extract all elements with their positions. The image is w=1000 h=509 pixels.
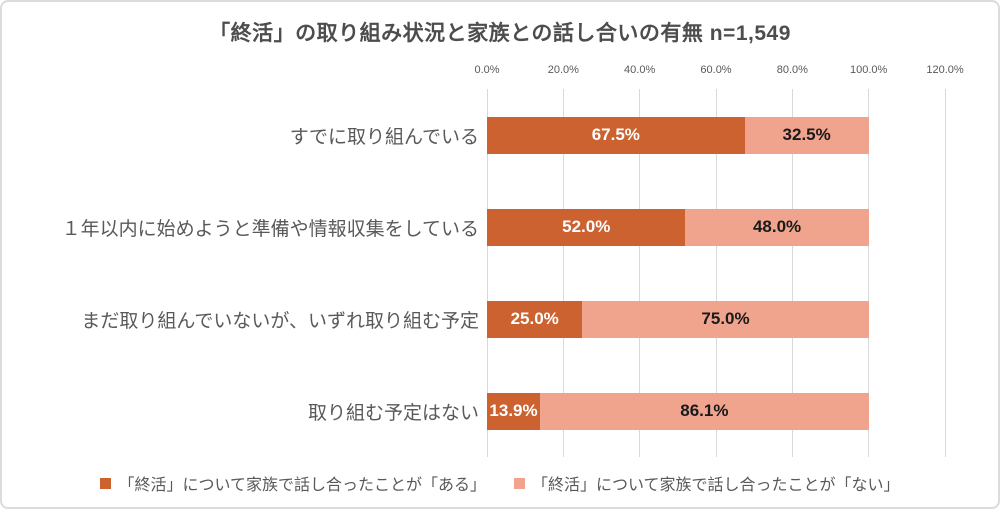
gridline xyxy=(562,89,564,457)
value-label: 13.9% xyxy=(489,401,538,420)
bar-segment: 75.0% xyxy=(582,300,869,338)
value-label: 25.0% xyxy=(510,309,559,328)
x-axis-tick: 0.0% xyxy=(474,64,500,76)
legend-label: 「終活」について家族で話し合ったことが「ない」 xyxy=(532,477,900,494)
category-label: すでに取り組んでいる xyxy=(289,126,479,148)
bar-segment: 86.1% xyxy=(540,392,869,430)
value-label: 67.5% xyxy=(591,125,640,144)
gridline xyxy=(639,89,641,457)
bar-segment: 52.0% xyxy=(487,208,686,246)
x-axis-tick: 60.0% xyxy=(700,64,732,76)
bar-segment: 25.0% xyxy=(487,300,583,338)
bar-segment: 13.9% xyxy=(487,392,541,430)
gridline xyxy=(868,89,870,457)
gridline xyxy=(791,89,793,457)
bar-segment: 67.5% xyxy=(487,116,745,154)
x-axis-tick: 80.0% xyxy=(776,64,808,76)
legend-item: 「終活」について家族で話し合ったことが「ない」 xyxy=(514,471,900,495)
plot-area xyxy=(486,89,946,457)
legend-label: 「終活」について家族で話し合ったことが「ある」 xyxy=(118,477,486,494)
category-label: １年以内に始めようと準備や情報収集をしている xyxy=(61,218,479,240)
gridline xyxy=(944,89,946,457)
gridline xyxy=(486,89,488,457)
chart-body: すでに取り組んでいる 67.5% 32.5% １年以内に始めようと準備や情報収集をして… xyxy=(2,89,946,457)
value-label: 48.0% xyxy=(752,217,802,236)
bar-segment: 48.0% xyxy=(685,208,869,246)
legend-item: 「終活」について家族で話し合ったことが「ある」 xyxy=(100,471,486,495)
category-label: 取り組む予定はない xyxy=(307,402,479,424)
x-axis-tick: 20.0% xyxy=(547,64,579,76)
gridline xyxy=(715,89,717,457)
x-axis-tick: 120.0% xyxy=(926,64,964,76)
bar-row: 取り組む予定はない 13.9% 86.1% xyxy=(2,392,945,430)
bar-track: 13.9% 86.1% xyxy=(487,392,945,430)
x-axis-tick: 40.0% xyxy=(624,64,656,76)
legend: 「終活」について家族で話し合ったことが「ある」 「終活」について家族で話し合ったこ… xyxy=(2,471,998,495)
legend-swatch-icon xyxy=(514,477,525,489)
bar-rows: すでに取り組んでいる 67.5% 32.5% １年以内に始めようと準備や情報収集をして… xyxy=(2,89,945,457)
x-axis-ticks: 0.0% 20.0% 40.0% 60.0% 80.0% 100.0% 120.0% xyxy=(474,64,963,80)
value-label: 32.5% xyxy=(782,125,831,144)
bar-track: 25.0% 75.0% xyxy=(487,300,945,338)
bar-row: １年以内に始めようと準備や情報収集をしている 52.0% 48.0% xyxy=(2,208,945,246)
value-label: 86.1% xyxy=(680,401,729,420)
x-axis-tick: 100.0% xyxy=(850,64,888,76)
chart-title: 「終活」の取り組み状況と家族との話し合いの有無 n=1,549 xyxy=(209,22,791,45)
bar-row: まだ取り組んでいないが、いずれ取り組む予定 25.0% 75.0% xyxy=(2,300,945,338)
bar-track: 52.0% 48.0% xyxy=(487,208,945,246)
value-label: 75.0% xyxy=(701,309,750,328)
category-label: まだ取り組んでいないが、いずれ取り組む予定 xyxy=(81,310,479,332)
bar-track: 67.5% 32.5% xyxy=(487,116,945,154)
value-label: 52.0% xyxy=(562,217,611,236)
bar-segment: 32.5% xyxy=(744,116,869,154)
legend-swatch-icon xyxy=(100,477,112,489)
bar-row: すでに取り組んでいる 67.5% 32.5% xyxy=(2,116,945,154)
